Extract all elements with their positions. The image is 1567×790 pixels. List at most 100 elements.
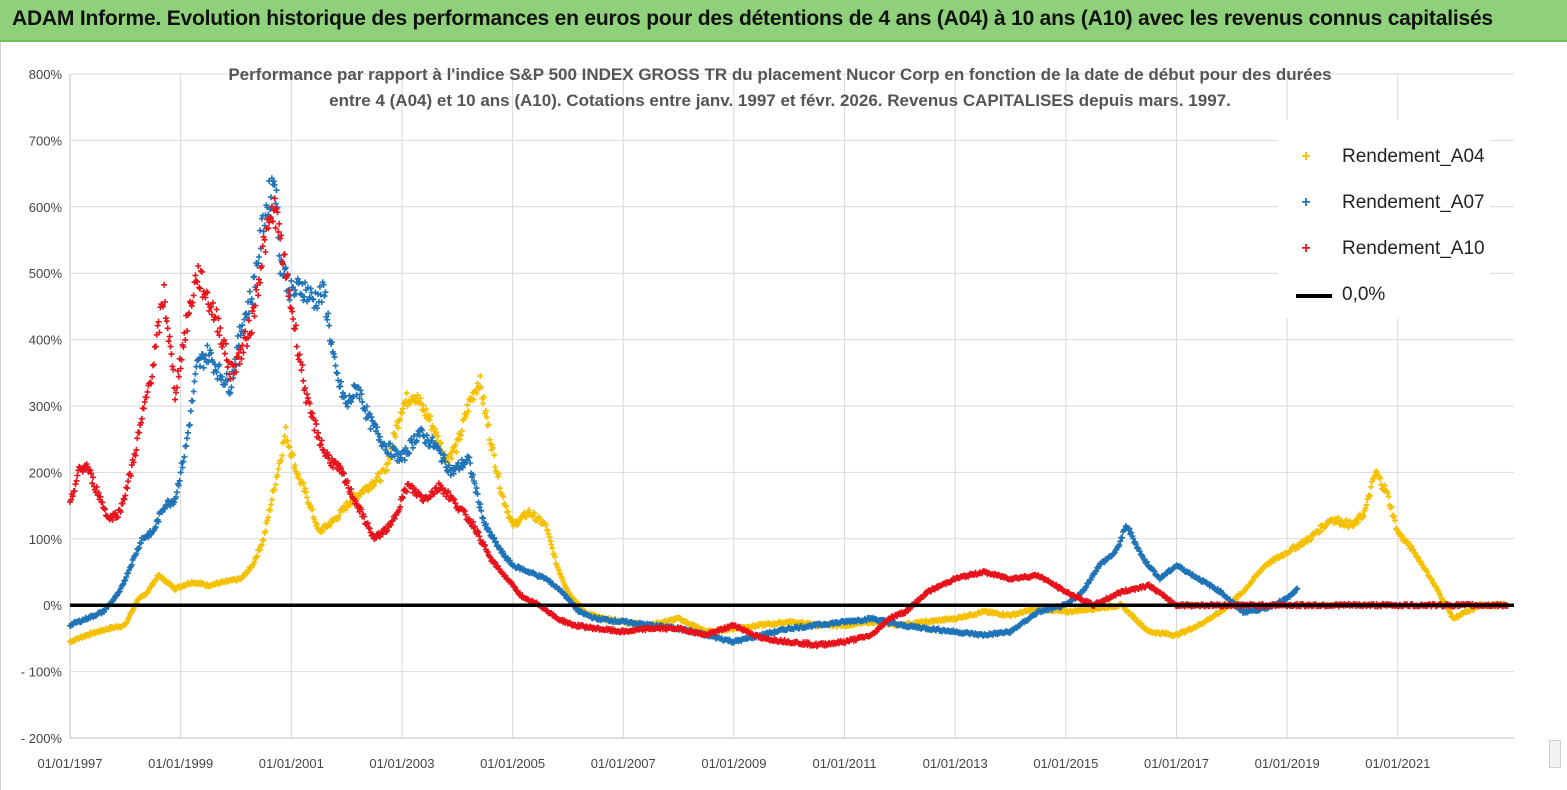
data-point bbox=[222, 340, 229, 347]
data-point bbox=[452, 500, 459, 507]
data-point bbox=[125, 570, 132, 577]
data-point bbox=[261, 236, 268, 243]
data-point bbox=[290, 452, 297, 458]
data-point bbox=[285, 293, 292, 300]
data-point bbox=[350, 393, 357, 400]
data-point bbox=[392, 433, 399, 440]
data-point bbox=[1412, 550, 1419, 557]
data-point bbox=[1407, 542, 1414, 549]
data-point bbox=[292, 462, 298, 469]
data-point bbox=[1307, 537, 1314, 544]
data-point bbox=[313, 421, 320, 428]
data-point bbox=[248, 295, 255, 302]
data-point bbox=[481, 542, 488, 549]
data-point bbox=[304, 494, 310, 501]
data-point bbox=[177, 469, 184, 476]
data-point bbox=[183, 442, 190, 449]
chart-title: Performance par rapport à l'indice S&P 5… bbox=[180, 62, 1380, 114]
data-point bbox=[280, 261, 286, 268]
data-point bbox=[265, 514, 272, 521]
data-point bbox=[419, 427, 426, 434]
data-point bbox=[292, 325, 298, 332]
data-point bbox=[271, 486, 278, 493]
data-point bbox=[152, 523, 159, 530]
data-point bbox=[256, 276, 262, 283]
data-point bbox=[154, 322, 161, 329]
data-point bbox=[314, 521, 321, 527]
data-point bbox=[284, 271, 291, 278]
data-point bbox=[328, 520, 334, 527]
data-point bbox=[156, 329, 163, 336]
data-point bbox=[111, 511, 118, 518]
data-point bbox=[273, 187, 280, 194]
data-point bbox=[344, 403, 351, 410]
data-point bbox=[414, 391, 421, 398]
data-point bbox=[216, 361, 223, 368]
data-point bbox=[236, 360, 243, 367]
data-point bbox=[268, 203, 275, 210]
data-point bbox=[1363, 501, 1370, 508]
data-point bbox=[288, 277, 295, 284]
data-point bbox=[334, 370, 341, 377]
data-point bbox=[233, 369, 239, 375]
data-point bbox=[420, 498, 427, 505]
data-point bbox=[485, 421, 492, 428]
data-point bbox=[324, 316, 331, 323]
data-point bbox=[190, 292, 197, 299]
data-point bbox=[189, 299, 196, 306]
data-point bbox=[458, 427, 465, 434]
data-point bbox=[208, 350, 215, 357]
data-point bbox=[552, 553, 558, 560]
data-point bbox=[289, 308, 296, 315]
data-point bbox=[471, 523, 478, 530]
data-point bbox=[165, 338, 172, 345]
data-point bbox=[466, 515, 473, 522]
data-point bbox=[387, 440, 393, 447]
data-point bbox=[492, 464, 499, 470]
data-point bbox=[187, 408, 194, 415]
scroll-handle[interactable] bbox=[1549, 740, 1561, 768]
data-point bbox=[542, 522, 549, 529]
data-point bbox=[226, 390, 233, 397]
data-point bbox=[246, 288, 253, 295]
data-point bbox=[391, 515, 398, 522]
data-point bbox=[337, 383, 344, 390]
data-point bbox=[1405, 539, 1411, 545]
y-tick-label: 500% bbox=[29, 266, 63, 281]
data-point bbox=[186, 310, 192, 317]
data-point bbox=[486, 528, 493, 535]
data-point bbox=[1119, 534, 1126, 541]
data-point bbox=[162, 315, 169, 322]
data-point bbox=[262, 249, 269, 255]
data-point bbox=[546, 534, 553, 540]
data-point bbox=[410, 433, 417, 440]
data-point bbox=[189, 398, 196, 404]
data-point bbox=[87, 467, 94, 474]
chart-frame bbox=[0, 42, 1567, 790]
x-tick-label: 01/01/2005 bbox=[480, 756, 545, 771]
data-point bbox=[544, 527, 551, 534]
data-point bbox=[401, 399, 408, 406]
data-point bbox=[161, 281, 168, 288]
data-point bbox=[315, 429, 321, 436]
data-point bbox=[248, 329, 255, 336]
data-point bbox=[502, 502, 509, 509]
data-point bbox=[179, 464, 186, 471]
data-point bbox=[510, 523, 517, 529]
data-point bbox=[1136, 548, 1143, 555]
data-point bbox=[348, 486, 355, 492]
data-point bbox=[114, 514, 121, 520]
data-point bbox=[172, 396, 179, 403]
data-point bbox=[298, 367, 305, 374]
legend-label: 0,0% bbox=[1342, 284, 1386, 305]
data-point bbox=[195, 263, 202, 269]
data-point bbox=[97, 493, 104, 500]
data-point bbox=[478, 507, 485, 514]
data-point bbox=[240, 349, 247, 356]
data-point bbox=[462, 511, 469, 518]
data-point bbox=[1126, 525, 1133, 532]
x-tick-label: 01/01/2011 bbox=[813, 756, 877, 771]
data-point bbox=[482, 407, 489, 414]
data-point bbox=[424, 436, 431, 443]
